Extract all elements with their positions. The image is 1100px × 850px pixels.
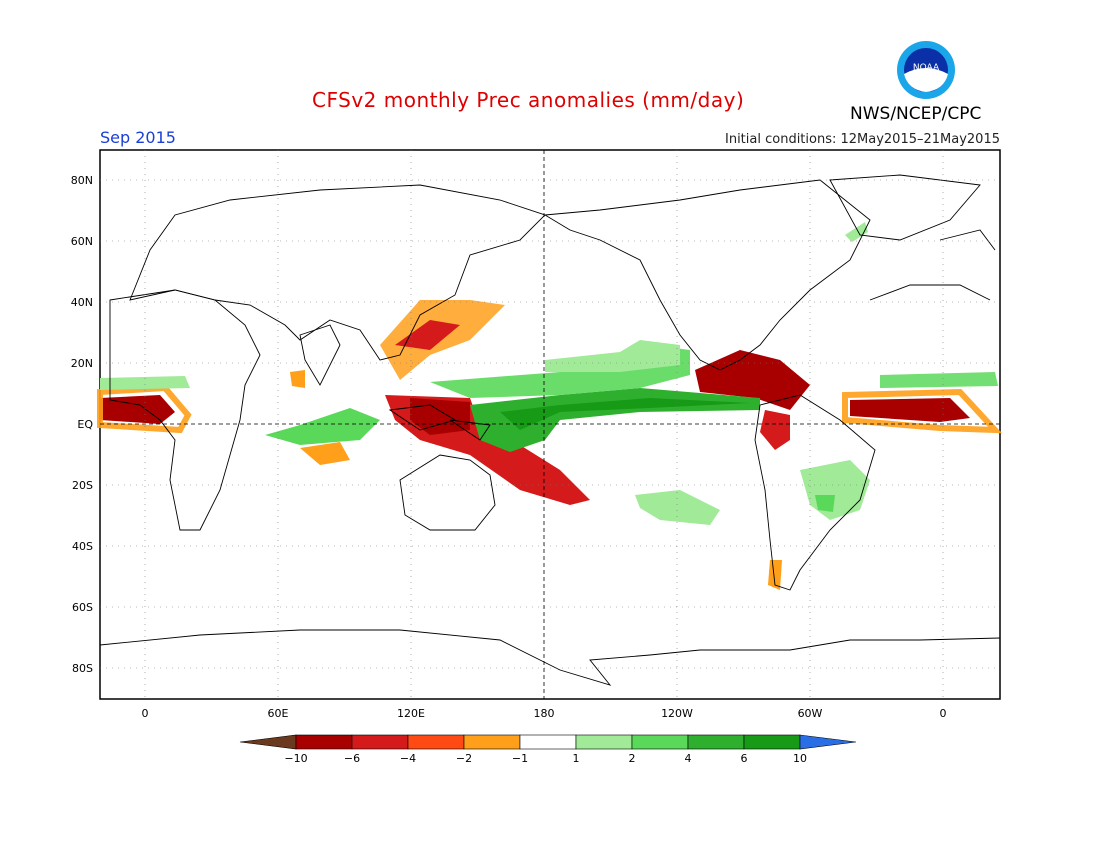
colorbar-tick-label: 6 [741,752,748,765]
pos-anomaly-south-pacific [635,490,720,525]
colorbar-min-arrow [239,734,297,750]
antarctica-outline [99,629,1001,686]
colorbar-tick-label: 4 [685,752,692,765]
initial-conditions: Initial conditions: 12May2015–21May2015 [725,132,1000,147]
anomaly-fields [97,222,1003,590]
lat-label: 60N [71,235,93,248]
noaa-logo: NOAA [896,40,956,100]
pos-anomaly-indian-ocean [265,408,380,445]
lon-label: 120E [397,707,425,720]
lon-label: 0 [940,707,947,720]
colorbar-swatch [743,734,801,750]
agency-label: NWS/NCEP/CPC [850,104,982,124]
colorbar-swatch [519,734,577,750]
graticule [100,150,1000,699]
lon-label: 120W [661,707,693,720]
neg-anomaly-west-africa [100,395,175,424]
colorbar-swatch [631,734,689,750]
lon-label: 0 [142,707,149,720]
lat-label: 20N [71,357,93,370]
neg-anomaly-central-america [695,350,810,410]
colorbar-swatch [687,734,745,750]
forecast-period: Sep 2015 [100,128,176,147]
greenland-outline [829,174,981,241]
colorbar-max-arrow [799,734,857,750]
colorbar-tick-label: 1 [573,752,580,765]
colorbar: −10 −6 −4 −2 −1 1 2 4 6 10 [239,734,857,765]
lon-label: 60E [268,707,289,720]
lon-label: 60W [798,707,823,720]
colorbar-tick-label: −1 [512,752,528,765]
colorbar-tick-label: −10 [284,752,307,765]
lat-label: 80N [71,174,93,187]
coastlines [99,174,1001,686]
map-title: CFSv2 monthly Prec anomalies (mm/day) [312,88,745,112]
colorbar-tick-label: 2 [629,752,636,765]
colorbar-swatch [351,734,409,750]
lat-label: 20S [72,479,93,492]
south-america-outline [754,394,876,591]
colorbar-swatch [295,734,353,750]
lat-label: 60S [72,601,93,614]
lon-label: 180 [534,707,555,720]
colorbar-swatch [463,734,521,750]
lat-label: 40N [71,296,93,309]
lat-labels: 80N 60N 40N 20N EQ 20S 40S 60S 80S [71,174,94,675]
colorbar-tick-label: −2 [456,752,472,765]
lon-labels: 0 60E 120E 180 120W 60W 0 [142,707,947,720]
australia-outline [399,454,496,531]
africa-outline [109,289,261,531]
lat-label: 40S [72,540,93,553]
lat-label: 80S [72,662,93,675]
colorbar-swatch [575,734,633,750]
lat-label: EQ [77,418,93,431]
colorbar-tick-label: −4 [400,752,416,765]
colorbar-swatch [407,734,465,750]
north-america-outline [543,179,871,371]
colorbar-tick-label: 10 [793,752,807,765]
logo-text: NOAA [913,63,940,73]
neg-anomaly-atlantic [850,398,970,422]
eurasia-outline [129,184,546,361]
colorbar-tick-label: −6 [344,752,360,765]
